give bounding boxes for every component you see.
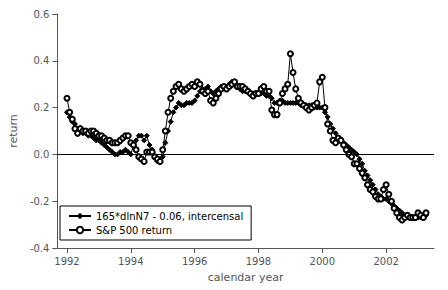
svg-text:calendar year: calendar year <box>208 271 284 284</box>
svg-text:1994: 1994 <box>118 256 143 267</box>
svg-text:0.4: 0.4 <box>34 55 50 66</box>
svg-text:2000: 2000 <box>310 256 335 267</box>
svg-text:0.6: 0.6 <box>34 9 50 20</box>
svg-text:0.2: 0.2 <box>34 102 50 113</box>
svg-text:2002: 2002 <box>373 256 398 267</box>
svg-text:S&P 500 return: S&P 500 return <box>96 225 172 236</box>
svg-text:return: return <box>7 114 20 148</box>
svg-text:1992: 1992 <box>54 256 79 267</box>
svg-text:-0.4: -0.4 <box>30 243 50 254</box>
svg-text:-0.2: -0.2 <box>30 196 50 207</box>
svg-text:0.0: 0.0 <box>34 149 50 160</box>
svg-text:165*dlnN7 - 0.06, intercensal: 165*dlnN7 - 0.06, intercensal <box>96 211 243 222</box>
svg-text:1996: 1996 <box>182 256 207 267</box>
svg-text:1998: 1998 <box>246 256 271 267</box>
